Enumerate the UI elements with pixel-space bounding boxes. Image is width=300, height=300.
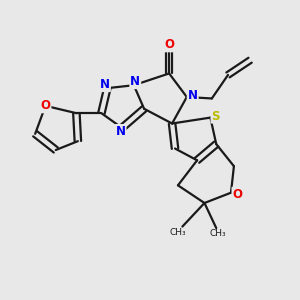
Text: CH₃: CH₃ [170, 228, 186, 237]
Text: O: O [164, 38, 174, 51]
Text: O: O [232, 188, 242, 201]
Text: CH₃: CH₃ [209, 230, 226, 238]
Text: N: N [116, 125, 126, 138]
Text: N: N [130, 75, 140, 88]
Text: N: N [188, 89, 198, 102]
Text: O: O [40, 99, 50, 112]
Text: S: S [212, 110, 220, 123]
Text: N: N [100, 78, 110, 91]
